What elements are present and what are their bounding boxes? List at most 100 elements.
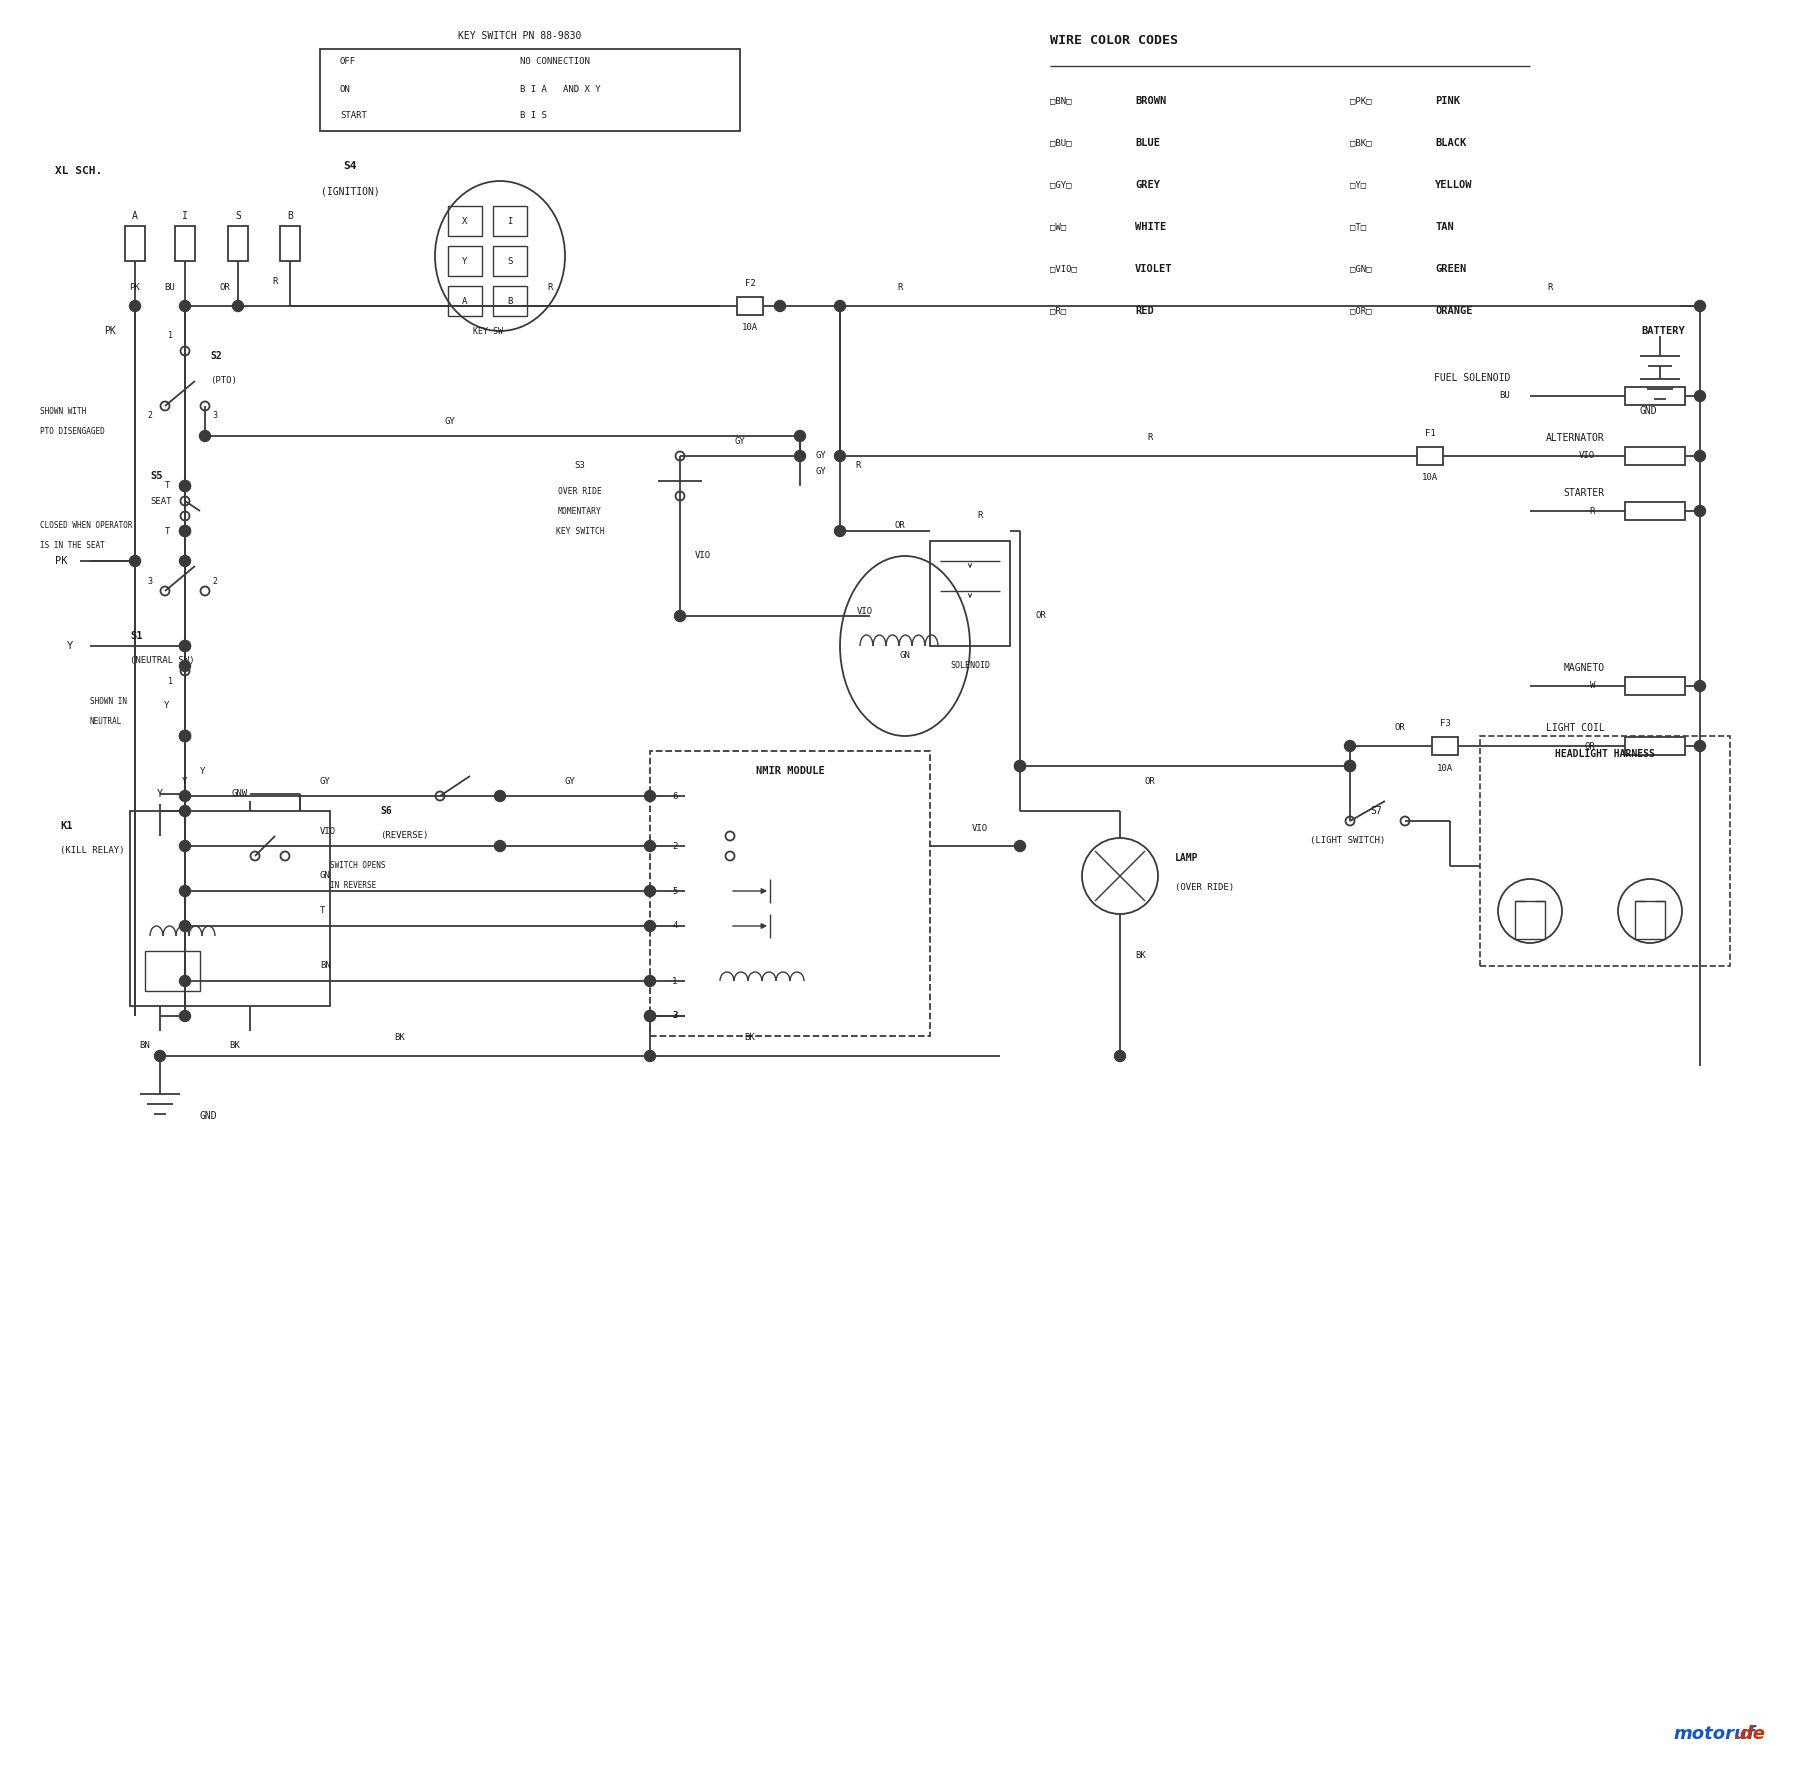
Text: (LIGHT SWITCH): (LIGHT SWITCH) [1310, 837, 1386, 846]
Text: □Y□: □Y□ [1350, 180, 1366, 189]
Text: NEUTRAL: NEUTRAL [90, 717, 122, 726]
Text: PK: PK [104, 327, 115, 336]
Text: Y: Y [164, 701, 169, 710]
Text: F2: F2 [745, 279, 756, 288]
Bar [1625, 676, 1685, 696]
Text: VIO: VIO [972, 823, 988, 832]
Text: R: R [898, 284, 902, 293]
Circle shape [180, 526, 191, 537]
Text: GN: GN [320, 871, 331, 881]
Text: PK: PK [130, 284, 140, 293]
Text: S: S [508, 256, 513, 265]
Circle shape [180, 791, 191, 802]
Text: SWITCH OPENS: SWITCH OPENS [329, 862, 385, 871]
Circle shape [180, 920, 191, 931]
Text: BATTERY: BATTERY [1642, 327, 1685, 336]
Text: VIO: VIO [857, 606, 873, 616]
Circle shape [180, 526, 191, 537]
Circle shape [1114, 1051, 1125, 1061]
Circle shape [155, 1051, 166, 1061]
Text: FUEL SOLENOID: FUEL SOLENOID [1433, 373, 1510, 383]
Bar [1516, 901, 1544, 940]
Circle shape [232, 300, 243, 311]
Circle shape [1015, 761, 1026, 772]
Text: 2: 2 [673, 842, 677, 851]
Text: □OR□: □OR□ [1350, 307, 1372, 316]
Text: ON: ON [340, 85, 351, 94]
Text: motoruf: motoruf [1674, 1725, 1755, 1743]
Text: I: I [182, 210, 187, 221]
Bar [448, 245, 482, 275]
Bar [229, 226, 248, 261]
Bar [1625, 387, 1685, 404]
Text: R: R [1548, 284, 1553, 293]
Text: MAGNETO: MAGNETO [1564, 662, 1606, 673]
Circle shape [835, 300, 846, 311]
Text: 1: 1 [167, 676, 173, 685]
Text: (PTO): (PTO) [211, 376, 238, 385]
Circle shape [180, 731, 191, 742]
Text: BK: BK [230, 1042, 241, 1051]
Text: HEADLIGHT HARNESS: HEADLIGHT HARNESS [1555, 749, 1654, 759]
Bar [493, 286, 527, 316]
Text: S1: S1 [130, 630, 142, 641]
Text: □GY□: □GY□ [1049, 180, 1071, 189]
Text: GY: GY [815, 452, 826, 461]
Text: (KILL RELAY): (KILL RELAY) [59, 846, 124, 855]
Circle shape [180, 641, 191, 652]
Circle shape [675, 611, 686, 622]
Text: OR: OR [1584, 742, 1595, 751]
Text: BN: BN [140, 1042, 151, 1051]
Text: GY: GY [734, 436, 745, 445]
Circle shape [644, 975, 655, 987]
Circle shape [180, 660, 191, 671]
Text: S4: S4 [344, 161, 356, 171]
Circle shape [1694, 390, 1706, 401]
Text: 3: 3 [673, 1012, 677, 1021]
Text: S: S [236, 210, 241, 221]
Text: S6: S6 [380, 805, 392, 816]
Text: IS IN THE SEAT: IS IN THE SEAT [40, 542, 104, 551]
Bar [146, 952, 200, 991]
Text: □BU□: □BU□ [1049, 138, 1071, 148]
Circle shape [1015, 761, 1026, 772]
Text: VIO: VIO [695, 551, 711, 560]
Bar [124, 226, 146, 261]
Circle shape [644, 920, 655, 931]
Circle shape [180, 841, 191, 851]
Text: GREEN: GREEN [1435, 263, 1467, 274]
Text: SEAT: SEAT [149, 496, 171, 505]
Text: R: R [1147, 433, 1152, 443]
Bar [320, 49, 740, 131]
Circle shape [1015, 841, 1026, 851]
Text: OR: OR [1145, 777, 1156, 786]
Text: 10A: 10A [1436, 763, 1453, 772]
Circle shape [180, 731, 191, 742]
Text: PTO DISENGAGED: PTO DISENGAGED [40, 427, 104, 436]
Text: (OVER RIDE): (OVER RIDE) [1175, 883, 1235, 892]
Text: 1: 1 [673, 977, 677, 985]
Text: 5: 5 [673, 887, 677, 895]
Text: ALTERNATOR: ALTERNATOR [1546, 433, 1606, 443]
Circle shape [1345, 740, 1355, 752]
Text: A: A [463, 297, 468, 306]
Text: ORANGE: ORANGE [1435, 306, 1472, 316]
Text: KEY SWITCH: KEY SWITCH [556, 526, 605, 535]
Text: 3: 3 [212, 411, 218, 420]
Text: R: R [977, 512, 983, 521]
Text: B: B [286, 210, 293, 221]
Text: NMIR MODULE: NMIR MODULE [756, 766, 824, 775]
Text: 3: 3 [148, 576, 153, 586]
Text: BK: BK [745, 1033, 756, 1042]
Bar [130, 811, 329, 1007]
Circle shape [200, 431, 211, 442]
Text: F3: F3 [1440, 719, 1451, 729]
Bar [281, 226, 301, 261]
Text: KEY SWITCH PN 88-9830: KEY SWITCH PN 88-9830 [459, 32, 581, 41]
Text: GNW: GNW [232, 789, 248, 798]
Circle shape [644, 1010, 655, 1021]
Text: K1: K1 [59, 821, 72, 832]
Text: SHOWN IN: SHOWN IN [90, 696, 128, 705]
Text: S5: S5 [149, 472, 162, 480]
Circle shape [130, 556, 140, 567]
